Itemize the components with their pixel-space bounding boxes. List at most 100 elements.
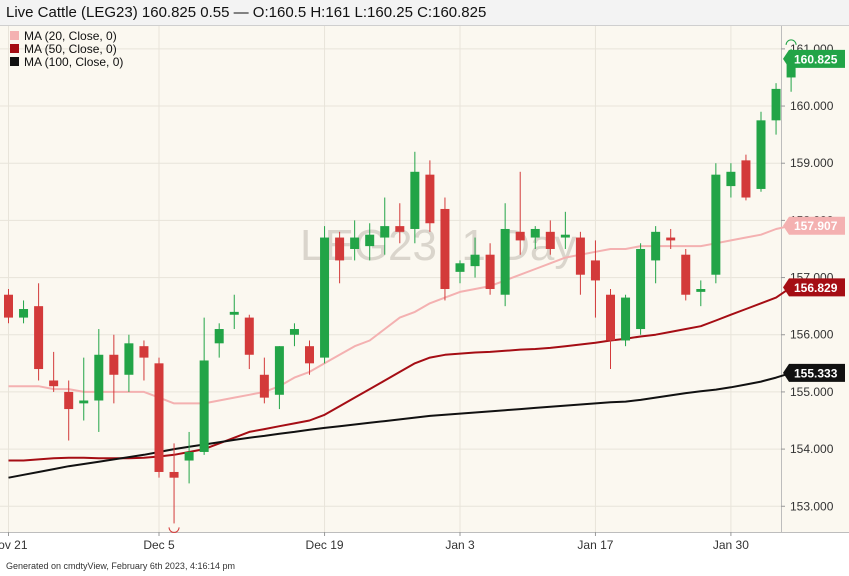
candle [229, 294, 239, 330]
candle-body [711, 174, 721, 275]
candle [169, 443, 179, 524]
candle-body [395, 226, 405, 232]
candle [214, 323, 224, 358]
title-bar: Live Cattle (LEG23) 160.825 0.55 — O:160… [0, 0, 849, 26]
last-value-tag [783, 363, 845, 382]
candle [124, 334, 134, 392]
legend-label: MA (50, Close, 0) [24, 42, 117, 56]
candle-body [741, 160, 751, 198]
candle [575, 231, 585, 295]
y-tick-label: 160.000 [790, 99, 834, 113]
candle-body [590, 260, 600, 281]
candle-body [289, 329, 299, 335]
candle-body [410, 171, 420, 229]
candle-body [350, 237, 360, 249]
candle [455, 260, 465, 284]
candle-body [34, 306, 44, 370]
candle [515, 171, 525, 255]
x-tick-label: Jan 17 [577, 538, 613, 552]
candle-body [229, 311, 239, 315]
candle-body [786, 58, 796, 78]
candle-body [681, 254, 691, 295]
last-value-tag [783, 216, 845, 235]
candle-body [305, 346, 314, 364]
legend-swatch [10, 31, 19, 40]
candle-body [530, 228, 540, 238]
candle-body [49, 380, 59, 387]
candle [590, 240, 600, 318]
last-value-tag [783, 278, 845, 297]
extreme-markers [168, 39, 797, 533]
last-value-label: 156.829 [794, 281, 838, 295]
candle [771, 83, 781, 135]
x-tick-label: Nov 21 [0, 538, 28, 552]
legend-swatch [10, 57, 19, 66]
candle [621, 294, 631, 347]
candle [335, 231, 345, 284]
candle-body [64, 391, 74, 410]
candle [305, 340, 314, 375]
marker-low [168, 527, 180, 533]
legend: MA (20, Close, 0)MA (50, Close, 0)MA (10… [10, 29, 123, 69]
candle [199, 317, 209, 455]
candle [485, 243, 495, 295]
legend-swatch [10, 44, 19, 53]
moving-averages [8, 224, 792, 479]
plot-background [0, 26, 781, 532]
candle [350, 220, 360, 261]
candle-body [139, 346, 149, 358]
candle [139, 340, 149, 381]
candle-body [756, 120, 766, 189]
candle-body [320, 237, 330, 358]
candle-body [621, 297, 631, 341]
candle [19, 300, 29, 324]
candle-body [214, 329, 224, 344]
candlestick-chart: LEG23, 1 Day 153.000 154.000 155.000 156.00… [0, 26, 849, 552]
candle [711, 163, 721, 284]
candle-body [440, 208, 450, 290]
candle-body [274, 346, 284, 395]
candle-body [500, 228, 510, 295]
candle-body [365, 234, 375, 247]
legend-label: MA (100, Close, 0) [24, 55, 123, 69]
candle [470, 237, 480, 278]
candle-body [244, 317, 254, 355]
candle [274, 346, 284, 410]
candle [681, 248, 691, 301]
candle-body [606, 294, 615, 341]
candle [49, 351, 59, 392]
candle [636, 243, 646, 335]
footer-text: Generated on cmdtyView, February 6th 202… [6, 561, 235, 571]
x-tick-label: Jan 3 [445, 538, 475, 552]
candle [380, 197, 390, 255]
candle-body [515, 231, 525, 241]
candle-body [124, 343, 134, 375]
candle [666, 228, 676, 249]
candle [560, 211, 570, 249]
candle [184, 431, 194, 484]
x-tick-label: Dec 19 [306, 538, 344, 552]
candle [365, 223, 375, 261]
candle-body [19, 309, 29, 318]
candle [34, 283, 44, 381]
candle-body [666, 237, 676, 241]
candle [651, 226, 661, 284]
y-tick-label: 155.000 [790, 385, 834, 399]
candle [79, 357, 89, 421]
candle [545, 220, 555, 255]
candle-body [455, 263, 465, 272]
candle [410, 151, 420, 244]
candle-body [109, 354, 119, 375]
candle-body [545, 231, 555, 249]
ma-line-1 [8, 286, 792, 462]
candle-body [696, 289, 706, 292]
candle-body [94, 354, 104, 401]
candle [289, 323, 299, 347]
last-value-tag [783, 49, 845, 68]
candle-body [79, 400, 89, 404]
candle-body [425, 174, 435, 224]
candle [64, 380, 74, 441]
legend-label: MA (20, Close, 0) [24, 29, 117, 43]
candles [4, 48, 796, 524]
